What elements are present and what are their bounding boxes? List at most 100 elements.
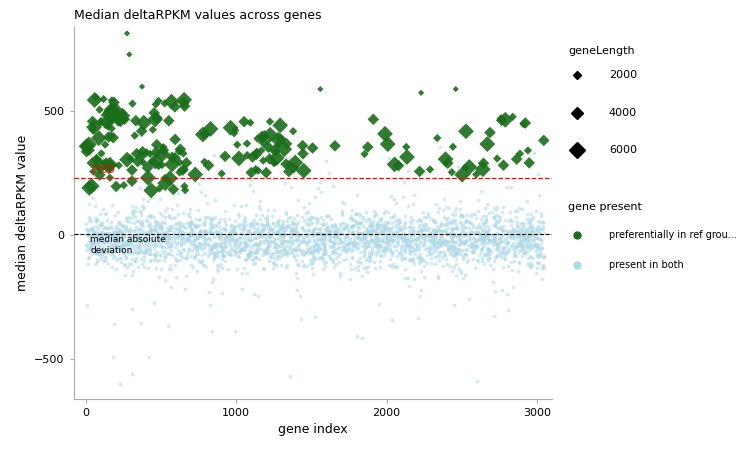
Point (396, 257, 408, 264)
Point (405, 219, 417, 226)
Point (529, 231, 541, 239)
Point (519, 250, 531, 257)
Point (247, 256, 258, 264)
Point (524, 215, 536, 222)
Point (478, 236, 490, 243)
Point (125, 234, 137, 241)
Point (325, 216, 337, 223)
Point (150, 238, 162, 245)
Point (194, 239, 205, 246)
Point (90, 241, 102, 248)
Point (169, 154, 181, 161)
Point (337, 220, 349, 227)
Point (277, 229, 289, 236)
Point (214, 236, 226, 243)
Point (466, 243, 478, 251)
Point (513, 249, 525, 256)
Point (531, 244, 543, 251)
Point (369, 236, 381, 243)
Point (292, 218, 304, 225)
Point (446, 235, 458, 242)
Point (84, 246, 96, 253)
Point (148, 227, 160, 234)
Point (417, 208, 429, 216)
Point (350, 243, 361, 251)
Point (413, 216, 425, 223)
Point (102, 249, 113, 256)
Point (331, 249, 343, 256)
Point (302, 208, 314, 216)
Point (111, 247, 123, 255)
Point (144, 194, 156, 202)
Point (135, 237, 147, 245)
Point (138, 254, 150, 261)
Point (143, 212, 155, 220)
Point (447, 244, 459, 251)
Point (112, 232, 124, 239)
Point (386, 236, 398, 244)
Point (420, 226, 431, 233)
Point (155, 235, 166, 242)
Point (425, 236, 436, 244)
Point (121, 241, 132, 248)
Point (366, 245, 378, 252)
Point (257, 135, 269, 142)
Point (82, 218, 94, 225)
Point (375, 252, 387, 260)
Point (213, 234, 224, 241)
Point (135, 319, 146, 327)
Point (202, 252, 214, 260)
Point (79, 143, 91, 150)
Point (226, 226, 238, 234)
Point (478, 221, 489, 228)
Point (334, 221, 346, 228)
Point (471, 241, 483, 248)
Point (257, 225, 269, 232)
Point (260, 249, 272, 256)
Point (521, 198, 533, 205)
Point (230, 236, 241, 244)
Point (408, 230, 420, 237)
Point (219, 252, 230, 260)
Point (328, 233, 339, 240)
Point (88, 247, 100, 255)
Point (497, 286, 509, 293)
Point (361, 256, 372, 264)
Point (193, 256, 205, 263)
Point (486, 231, 498, 239)
Point (303, 238, 315, 246)
Point (171, 246, 183, 253)
Point (488, 213, 500, 221)
Point (504, 234, 516, 241)
Point (90, 245, 102, 252)
Point (525, 252, 537, 260)
Point (258, 246, 269, 254)
Point (360, 224, 372, 231)
Point (219, 247, 231, 255)
Point (266, 226, 278, 233)
Point (116, 229, 127, 236)
Point (99, 231, 110, 238)
Point (103, 133, 115, 140)
Point (305, 219, 317, 226)
Point (279, 249, 291, 256)
Point (168, 238, 180, 245)
Point (147, 237, 159, 244)
Point (326, 247, 338, 254)
Point (322, 212, 333, 220)
Point (452, 247, 464, 255)
Point (316, 250, 328, 257)
Point (334, 272, 346, 280)
Point (110, 242, 122, 249)
Point (351, 241, 363, 248)
Point (450, 249, 462, 256)
Point (233, 241, 245, 248)
Point (82, 238, 94, 246)
Point (453, 266, 464, 273)
Point (277, 251, 289, 258)
Point (390, 262, 402, 270)
Point (285, 248, 297, 255)
Point (516, 238, 528, 245)
Point (216, 264, 228, 271)
Point (397, 233, 408, 240)
